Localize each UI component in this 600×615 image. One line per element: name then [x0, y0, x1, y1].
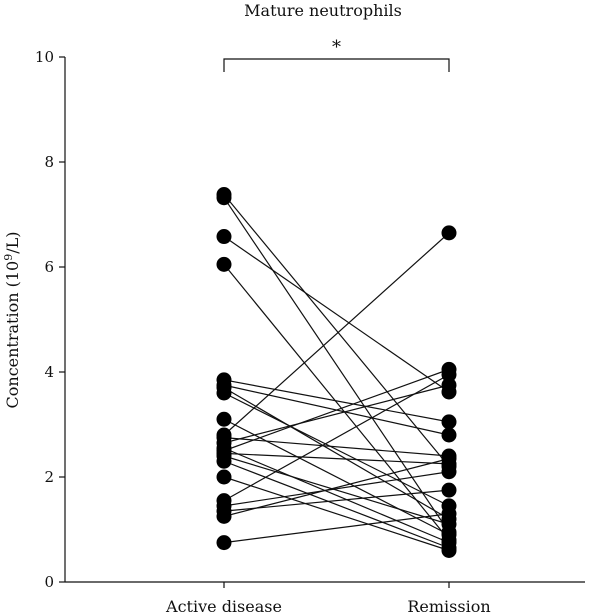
- point-remission: [441, 543, 457, 558]
- y-axis-label: Concentration (109/L): [2, 232, 23, 409]
- pair-line: [223, 418, 450, 536]
- point-remission: [441, 516, 457, 532]
- chart-title: Mature neutrophils: [244, 1, 402, 20]
- point-active-disease: [216, 535, 232, 551]
- pair-line: [223, 384, 450, 444]
- pair-line: [223, 458, 450, 517]
- x-tick-label: Remission: [407, 597, 490, 615]
- pair-line: [223, 437, 450, 457]
- point-remission: [441, 225, 457, 241]
- y-tick-label: 8: [44, 153, 54, 171]
- pair-line: [223, 452, 450, 465]
- pair-line: [223, 374, 450, 502]
- point-remission: [441, 506, 457, 522]
- point-active-disease: [216, 508, 232, 524]
- point-remission: [441, 451, 457, 467]
- pair-line: [223, 379, 450, 423]
- pair-line: [223, 447, 450, 544]
- pair-line: [223, 387, 450, 520]
- y-tick-label: 4: [44, 363, 54, 381]
- pair-line: [223, 194, 450, 467]
- y-tick-label: 0: [44, 573, 54, 591]
- pair-lines: [223, 194, 450, 552]
- point-active-disease: [216, 453, 232, 469]
- pair-line: [223, 236, 450, 393]
- pair-line: [223, 455, 450, 525]
- point-active-disease: [216, 256, 232, 272]
- point-remission: [441, 464, 457, 480]
- bracket-line: [223, 58, 450, 72]
- pair-line: [223, 197, 450, 533]
- x-tick-label: Active disease: [165, 597, 282, 615]
- point-remission: [441, 482, 457, 498]
- point-remission: [441, 367, 457, 383]
- point-active-disease: [216, 385, 232, 401]
- point-active-disease: [216, 229, 232, 245]
- pair-line: [223, 471, 450, 507]
- pair-line: [223, 460, 450, 549]
- point-active-disease: [216, 190, 232, 206]
- point-remission: [441, 377, 457, 393]
- point-remission: [441, 427, 457, 443]
- point-active-disease: [216, 411, 232, 427]
- pair-line: [223, 232, 450, 436]
- data-points: [216, 187, 457, 558]
- pair-line: [223, 513, 450, 544]
- pair-line: [223, 476, 450, 552]
- point-active-disease: [216, 469, 232, 485]
- y-tick-label: 2: [44, 468, 54, 486]
- point-remission: [441, 414, 457, 430]
- significance-star: *: [332, 37, 341, 58]
- significance-bracket: *: [223, 37, 450, 72]
- pair-line: [223, 489, 450, 512]
- axes: 0 2 4 6 8 10 Active disease Remission: [35, 48, 585, 615]
- pair-line: [223, 368, 450, 452]
- y-tick-label: 6: [44, 258, 54, 276]
- pair-line: [223, 392, 450, 507]
- y-tick-label: 10: [35, 48, 54, 66]
